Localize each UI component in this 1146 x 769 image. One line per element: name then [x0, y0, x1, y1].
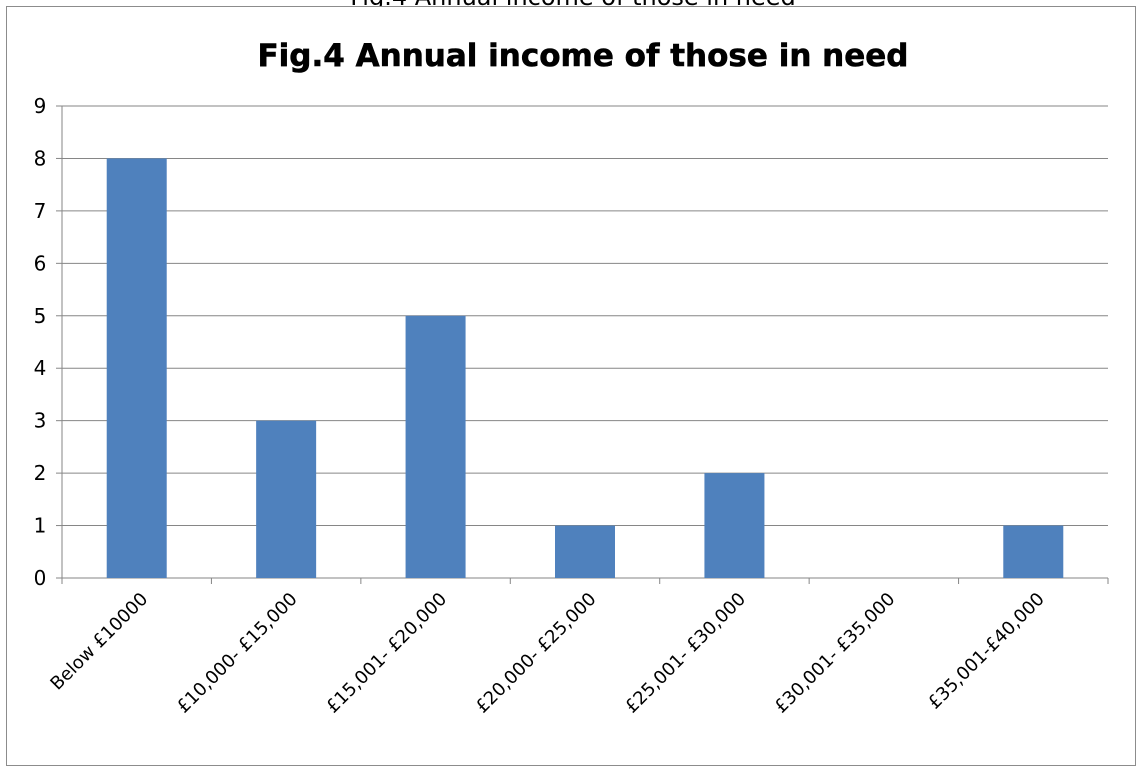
y-tick-label: 3 — [34, 409, 47, 433]
y-tick-label: 2 — [34, 461, 47, 485]
x-tick-label: £25,001- £30,000 — [621, 589, 750, 718]
chart-title: Fig.4 Annual income of those in need — [258, 38, 909, 74]
axes — [61, 106, 1109, 584]
bar — [405, 315, 466, 578]
y-tick-label: 8 — [34, 146, 47, 170]
bar — [106, 158, 167, 578]
x-tick-label: £20,000- £25,000 — [472, 589, 601, 718]
y-tick-label: 4 — [34, 356, 47, 380]
bar — [256, 420, 317, 578]
y-tick-label: 6 — [34, 251, 47, 275]
gridlines — [56, 105, 1108, 579]
x-tick-label: £10,000- £15,000 — [173, 589, 302, 718]
y-tick-label: 5 — [34, 304, 47, 328]
clipped-caption-text: Fig.4 Annual income of those in need — [0, 0, 1146, 8]
bar — [555, 525, 615, 578]
chart-frame — [6, 6, 1136, 766]
y-tick-label: 9 — [34, 94, 47, 118]
x-tick-label: £35,001-£40,000 — [924, 589, 1049, 714]
y-tick-label: 1 — [34, 514, 47, 538]
bar — [704, 473, 765, 578]
y-tick-label: 0 — [34, 566, 47, 590]
x-axis-tick-labels: Below £10000 £10,000- £15,000 £15,001- £20… — [46, 589, 1048, 718]
bar — [1003, 525, 1064, 578]
y-axis-tick-labels: 0 1 2 3 4 5 6 7 8 9 — [34, 94, 47, 590]
x-tick-label: £30,001- £35,000 — [771, 589, 900, 718]
y-tick-label: 7 — [34, 199, 47, 223]
bars — [106, 158, 1064, 578]
x-tick-label: Below £10000 — [46, 589, 152, 695]
x-tick-label: £15,001- £20,000 — [322, 589, 451, 718]
